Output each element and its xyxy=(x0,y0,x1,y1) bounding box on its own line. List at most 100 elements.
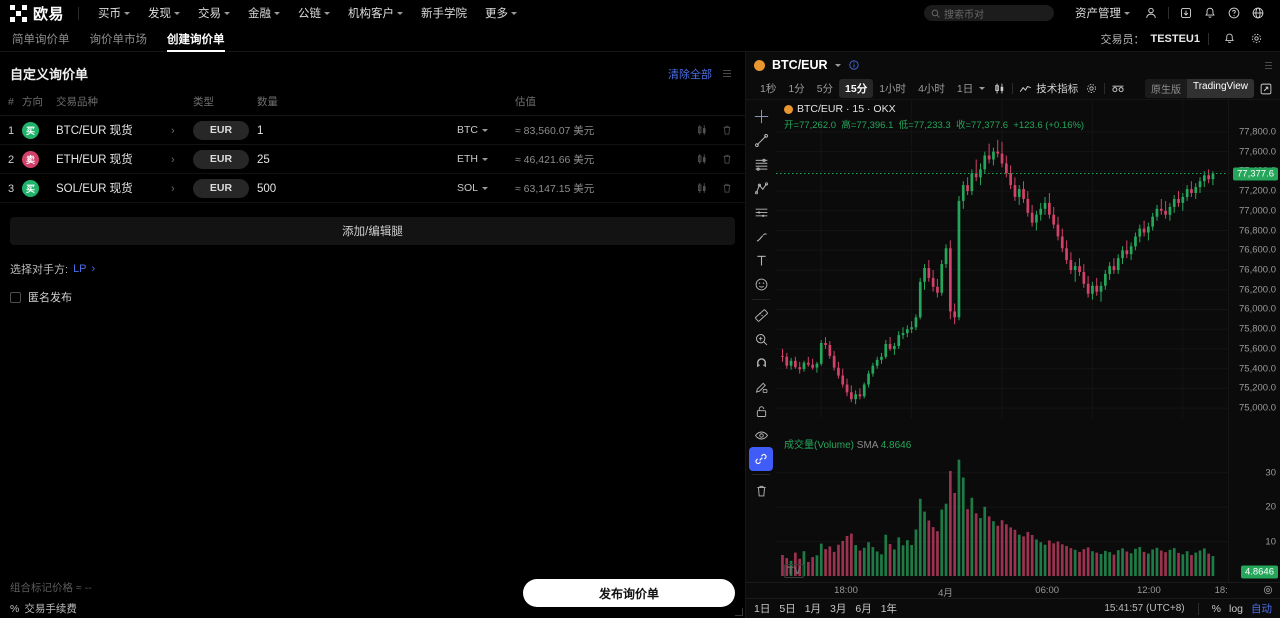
currency-select[interactable]: SOL xyxy=(457,182,515,194)
nav-item-finance[interactable]: 金融 xyxy=(239,0,289,26)
eye-icon[interactable] xyxy=(749,423,773,447)
chevron-right-icon[interactable]: › xyxy=(171,125,175,137)
globe-icon[interactable] xyxy=(1246,1,1270,25)
currency-select[interactable]: ETH xyxy=(457,153,515,165)
nav-item-trade[interactable]: 交易 xyxy=(189,0,239,26)
candles-icon[interactable] xyxy=(696,153,708,165)
timeframe-1h[interactable]: 1小时 xyxy=(879,83,907,95)
quantity-input[interactable] xyxy=(257,183,437,195)
anonymous-publish-checkbox[interactable]: 匿名发布 xyxy=(10,289,745,305)
direction-badge-buy[interactable]: 买 xyxy=(22,179,39,197)
type-pill[interactable]: EUR xyxy=(193,149,249,169)
add-edit-leg-button[interactable]: 添加/编辑腿 xyxy=(10,217,735,245)
timeframe-1d[interactable]: 1日 xyxy=(956,83,974,95)
scale-log-toggle[interactable]: log xyxy=(1228,602,1243,615)
pattern-icon[interactable] xyxy=(749,200,773,224)
clear-all-button[interactable]: 清除全部 xyxy=(668,68,712,81)
direction-badge-sell[interactable]: 卖 xyxy=(22,150,39,168)
link-icon[interactable] xyxy=(749,447,773,471)
text-icon[interactable] xyxy=(749,248,773,272)
panel-resize-handle[interactable] xyxy=(721,70,731,77)
user-icon[interactable] xyxy=(1139,1,1163,25)
page-title: 自定义询价单 xyxy=(10,67,89,82)
timeframe-15m[interactable]: 15分 xyxy=(839,79,874,98)
timeframe-4h[interactable]: 4小时 xyxy=(918,83,945,95)
quantity-input[interactable] xyxy=(257,125,437,137)
range-1d[interactable]: 1日 xyxy=(754,603,771,615)
pitchfork-icon[interactable] xyxy=(749,176,773,200)
checkbox-box[interactable] xyxy=(10,291,21,303)
panel-resize-corner[interactable] xyxy=(735,608,743,616)
delete-row-icon[interactable] xyxy=(721,182,733,194)
download-icon[interactable] xyxy=(1174,1,1198,25)
help-icon[interactable] xyxy=(1222,1,1246,25)
chevron-down-icon[interactable] xyxy=(979,87,986,90)
currency-select[interactable]: BTC xyxy=(457,124,515,136)
scale-auto-toggle[interactable]: 自动 xyxy=(1251,603,1272,615)
magnet-icon[interactable] xyxy=(749,351,773,375)
zoom-icon[interactable] xyxy=(749,327,773,351)
quantity-input[interactable] xyxy=(257,154,437,166)
delete-row-icon[interactable] xyxy=(721,124,733,136)
view-mode-native[interactable]: 原生版 xyxy=(1150,85,1181,96)
info-icon[interactable] xyxy=(848,59,860,71)
chevron-right-icon[interactable]: › xyxy=(91,263,96,275)
range-5d[interactable]: 5日 xyxy=(779,603,796,615)
bell-icon[interactable] xyxy=(1198,1,1222,25)
emoji-icon[interactable] xyxy=(749,272,773,296)
compare-icon[interactable] xyxy=(1111,82,1125,95)
timeframe-5m[interactable]: 5分 xyxy=(816,83,834,95)
counterparty-value[interactable]: LP xyxy=(73,263,87,275)
chart-settings-gear-icon[interactable] xyxy=(1085,82,1098,95)
candles-icon[interactable] xyxy=(696,124,708,136)
type-pill[interactable]: EUR xyxy=(193,178,249,198)
chevron-right-icon[interactable]: › xyxy=(171,183,175,195)
trash-icon[interactable] xyxy=(749,478,773,502)
candles-icon[interactable] xyxy=(696,182,708,194)
scale-percent-toggle[interactable]: % xyxy=(1211,602,1221,615)
chevron-right-icon[interactable]: › xyxy=(171,154,175,166)
timeframe-1m[interactable]: 1分 xyxy=(788,83,805,95)
bell-alt-icon[interactable] xyxy=(1217,27,1241,51)
range-1y[interactable]: 1年 xyxy=(880,603,898,615)
chart-type-icon[interactable] xyxy=(993,82,1006,95)
chart-panel-handle[interactable] xyxy=(1265,61,1272,69)
time-axis-settings-icon[interactable] xyxy=(1262,584,1274,596)
timeframe-1s[interactable]: 1秒 xyxy=(760,83,777,95)
horizontal-lines-icon[interactable] xyxy=(749,152,773,176)
range-1m[interactable]: 1月 xyxy=(804,603,822,615)
trendline-icon[interactable] xyxy=(749,128,773,152)
nav-item-academy[interactable]: 新手学院 xyxy=(412,0,476,26)
fullscreen-icon[interactable] xyxy=(1260,83,1272,95)
okx-logo[interactable]: 欧易 xyxy=(10,3,64,24)
time-axis[interactable]: 18:00 4月 06:00 12:00 18: xyxy=(746,582,1280,599)
indicator-icon[interactable] xyxy=(1019,82,1032,95)
nav-item-buy[interactable]: 买币 xyxy=(89,0,139,26)
chart-canvas[interactable]: BTC/EUR · 15 · OKX 开=77,262.0 高=77,396.1… xyxy=(776,100,1228,582)
publish-rfq-button[interactable]: 发布询价单 xyxy=(523,579,735,607)
type-pill[interactable]: EUR xyxy=(193,120,249,140)
range-6m[interactable]: 6月 xyxy=(855,603,872,615)
range-3m[interactable]: 3月 xyxy=(830,603,847,615)
pencil-lock-icon[interactable] xyxy=(749,375,773,399)
price-axis[interactable]: 77,800.077,600.077,400.077,200.077,000.0… xyxy=(1228,100,1280,582)
crosshair-icon[interactable] xyxy=(749,104,773,128)
brush-icon[interactable] xyxy=(749,224,773,248)
nav-item-more[interactable]: 更多 xyxy=(476,0,526,26)
tab-simple-rfq[interactable]: 简单询价单 xyxy=(12,33,70,46)
ruler-icon[interactable] xyxy=(749,303,773,327)
view-mode-tradingview[interactable]: TradingView xyxy=(1186,79,1254,98)
indicator-label[interactable]: 技术指标 xyxy=(1036,83,1079,95)
delete-row-icon[interactable] xyxy=(721,153,733,165)
nav-item-institutional[interactable]: 机构客户 xyxy=(339,0,412,26)
direction-badge-buy[interactable]: 买 xyxy=(22,121,39,139)
gear-icon[interactable] xyxy=(1244,27,1268,51)
lock-icon[interactable] xyxy=(749,399,773,423)
tab-create-rfq[interactable]: 创建询价单 xyxy=(167,26,225,52)
asset-management-menu[interactable]: 资产管理 xyxy=(1066,0,1139,26)
tab-rfq-market[interactable]: 询价单市场 xyxy=(89,33,148,46)
nav-item-discover[interactable]: 发现 xyxy=(139,0,189,26)
nav-item-chain[interactable]: 公链 xyxy=(289,0,339,26)
chevron-down-icon[interactable] xyxy=(834,63,841,67)
search-input[interactable]: 搜索币对 xyxy=(924,5,1054,21)
